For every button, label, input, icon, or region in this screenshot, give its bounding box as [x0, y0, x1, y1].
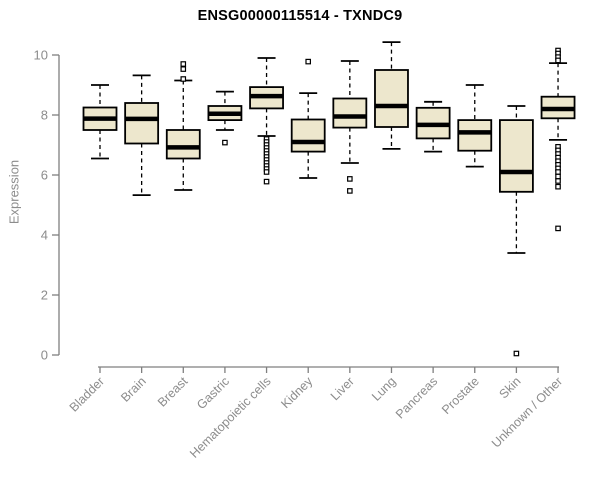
x-tick-label-kidney: Kidney [278, 374, 315, 411]
iqr-box [124, 102, 160, 145]
outlier-point [347, 188, 353, 194]
iqr-box [332, 97, 368, 129]
boxplot-bladder [82, 84, 118, 160]
boxplot-lung [374, 41, 409, 150]
y-tick-label: 4 [41, 228, 48, 243]
chart-title: ENSG00000115514 - TXNDC9 [197, 8, 403, 24]
outlier-point [555, 57, 561, 64]
outlier-point [513, 350, 520, 357]
x-tick-label-skin: Skin [496, 374, 523, 401]
boxplot-hematopoietic-cells [249, 57, 284, 185]
outlier-point [555, 173, 561, 180]
boxplot-brain [124, 74, 160, 197]
iqr-box [457, 119, 493, 152]
x-tick-label-bladder: Bladder [67, 374, 107, 414]
y-tick-label: 6 [41, 168, 48, 183]
outlier-point [263, 169, 270, 175]
x-tick-label-prostate: Prostate [439, 374, 482, 417]
outlier-point [222, 139, 228, 146]
outlier-point [347, 176, 353, 182]
x-tick-label-lung: Lung [369, 374, 399, 404]
y-tick-label: 0 [41, 348, 48, 363]
iqr-box [374, 69, 409, 128]
outlier-point [555, 178, 561, 184]
boxplot-unknown-other [540, 47, 576, 232]
x-tick-label-brain: Brain [118, 374, 149, 405]
iqr-box [165, 129, 201, 160]
boxplot-breast [165, 61, 201, 191]
boxplot-pancreas [415, 100, 451, 153]
outlier-point [263, 178, 270, 185]
y-tick-label: 10 [34, 48, 48, 63]
outlier-point [180, 76, 187, 82]
boxplot-skin [498, 105, 534, 357]
y-tick-label: 2 [41, 288, 48, 303]
y-tick-label: 8 [41, 108, 48, 123]
x-tick-label-liver: Liver [328, 374, 357, 403]
y-axis: 0 2 4 6 8 10 [34, 48, 60, 363]
outlier-point [180, 66, 187, 72]
x-tick-label-pancreas: Pancreas [393, 374, 440, 421]
x-tick-label-gastric: Gastric [194, 374, 232, 412]
x-tick-label-hematopoietic-cells: Hematopoietic cells [187, 374, 274, 461]
outlier-point [555, 183, 561, 190]
iqr-box [498, 119, 534, 193]
outlier-point [555, 225, 561, 232]
x-tick-label-unknown-other: Unknown / Other [489, 374, 565, 450]
boxplot-gastric [207, 90, 243, 146]
boxplot-prostate [457, 84, 493, 168]
outlier-point [555, 169, 561, 175]
outlier-point [180, 61, 187, 67]
outlier-point [305, 58, 312, 65]
boxplot-kidney [290, 58, 326, 179]
x-tick-label-breast: Breast [155, 374, 191, 410]
iqr-box [290, 118, 326, 153]
boxplot-liver [332, 60, 368, 194]
